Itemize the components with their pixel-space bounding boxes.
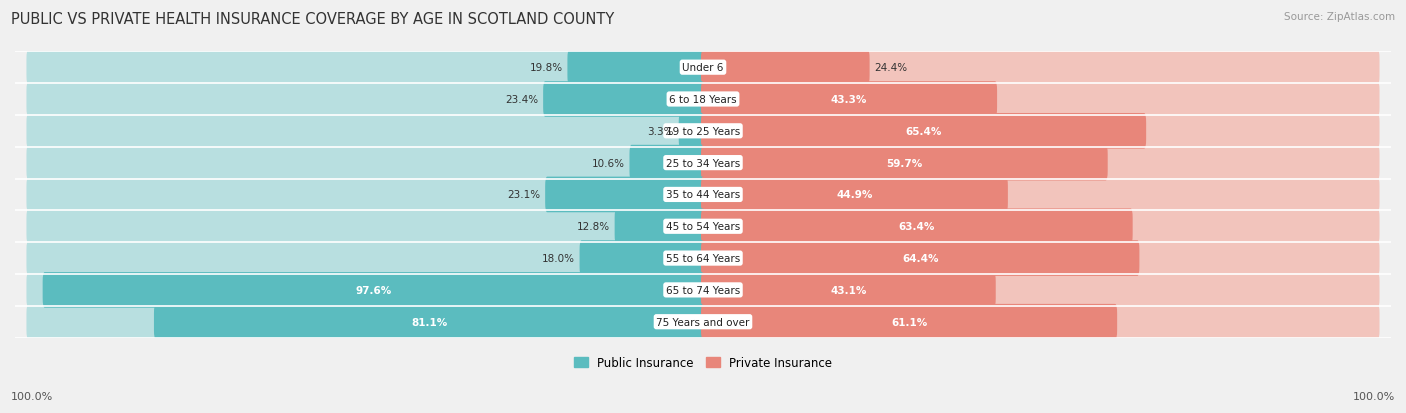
- FancyBboxPatch shape: [28, 211, 1378, 242]
- FancyBboxPatch shape: [702, 114, 1379, 149]
- FancyBboxPatch shape: [28, 116, 1378, 147]
- Text: 19 to 25 Years: 19 to 25 Years: [666, 126, 740, 136]
- Text: Under 6: Under 6: [682, 63, 724, 73]
- Text: 75 Years and over: 75 Years and over: [657, 317, 749, 327]
- FancyBboxPatch shape: [702, 241, 1379, 276]
- FancyBboxPatch shape: [702, 50, 869, 86]
- FancyBboxPatch shape: [702, 273, 1379, 308]
- FancyBboxPatch shape: [42, 273, 704, 308]
- Text: 12.8%: 12.8%: [576, 222, 610, 232]
- Text: 6 to 18 Years: 6 to 18 Years: [669, 95, 737, 105]
- FancyBboxPatch shape: [702, 177, 1008, 213]
- FancyBboxPatch shape: [702, 177, 1379, 213]
- FancyBboxPatch shape: [27, 273, 704, 308]
- Text: 10.6%: 10.6%: [592, 158, 624, 168]
- FancyBboxPatch shape: [27, 209, 704, 244]
- FancyBboxPatch shape: [28, 179, 1378, 211]
- Text: 3.3%: 3.3%: [648, 126, 673, 136]
- FancyBboxPatch shape: [28, 242, 1378, 274]
- FancyBboxPatch shape: [702, 241, 1139, 276]
- FancyBboxPatch shape: [153, 304, 704, 340]
- FancyBboxPatch shape: [702, 114, 1146, 149]
- FancyBboxPatch shape: [579, 241, 704, 276]
- FancyBboxPatch shape: [28, 84, 1378, 116]
- FancyBboxPatch shape: [702, 145, 1108, 181]
- FancyBboxPatch shape: [546, 177, 704, 213]
- Text: 97.6%: 97.6%: [356, 285, 392, 295]
- Text: 44.9%: 44.9%: [837, 190, 873, 200]
- FancyBboxPatch shape: [27, 177, 704, 213]
- FancyBboxPatch shape: [568, 50, 704, 86]
- FancyBboxPatch shape: [702, 82, 1379, 118]
- Text: 100.0%: 100.0%: [11, 391, 53, 401]
- Text: 23.4%: 23.4%: [505, 95, 538, 105]
- FancyBboxPatch shape: [702, 209, 1133, 244]
- FancyBboxPatch shape: [702, 304, 1118, 340]
- FancyBboxPatch shape: [630, 145, 704, 181]
- Text: Source: ZipAtlas.com: Source: ZipAtlas.com: [1284, 12, 1395, 22]
- Text: 61.1%: 61.1%: [891, 317, 927, 327]
- FancyBboxPatch shape: [27, 145, 704, 181]
- Text: 18.0%: 18.0%: [541, 254, 575, 263]
- FancyBboxPatch shape: [679, 114, 704, 149]
- Text: 43.3%: 43.3%: [831, 95, 868, 105]
- Text: 63.4%: 63.4%: [898, 222, 935, 232]
- FancyBboxPatch shape: [702, 209, 1379, 244]
- FancyBboxPatch shape: [28, 306, 1378, 338]
- Text: PUBLIC VS PRIVATE HEALTH INSURANCE COVERAGE BY AGE IN SCOTLAND COUNTY: PUBLIC VS PRIVATE HEALTH INSURANCE COVER…: [11, 12, 614, 27]
- FancyBboxPatch shape: [28, 147, 1378, 179]
- FancyBboxPatch shape: [702, 304, 1379, 340]
- FancyBboxPatch shape: [614, 209, 704, 244]
- FancyBboxPatch shape: [27, 82, 704, 118]
- FancyBboxPatch shape: [543, 82, 704, 118]
- FancyBboxPatch shape: [28, 52, 1378, 84]
- FancyBboxPatch shape: [702, 82, 997, 118]
- Text: 81.1%: 81.1%: [412, 317, 447, 327]
- Legend: Public Insurance, Private Insurance: Public Insurance, Private Insurance: [574, 356, 832, 369]
- Text: 65.4%: 65.4%: [905, 126, 942, 136]
- FancyBboxPatch shape: [702, 50, 1379, 86]
- FancyBboxPatch shape: [702, 145, 1379, 181]
- Text: 45 to 54 Years: 45 to 54 Years: [666, 222, 740, 232]
- Text: 55 to 64 Years: 55 to 64 Years: [666, 254, 740, 263]
- Text: 65 to 74 Years: 65 to 74 Years: [666, 285, 740, 295]
- Text: 19.8%: 19.8%: [530, 63, 562, 73]
- FancyBboxPatch shape: [27, 241, 704, 276]
- FancyBboxPatch shape: [27, 114, 704, 149]
- FancyBboxPatch shape: [28, 274, 1378, 306]
- Text: 23.1%: 23.1%: [508, 190, 540, 200]
- FancyBboxPatch shape: [27, 50, 704, 86]
- Text: 59.7%: 59.7%: [886, 158, 922, 168]
- Text: 35 to 44 Years: 35 to 44 Years: [666, 190, 740, 200]
- Text: 64.4%: 64.4%: [901, 254, 938, 263]
- Text: 24.4%: 24.4%: [875, 63, 907, 73]
- FancyBboxPatch shape: [27, 304, 704, 340]
- Text: 100.0%: 100.0%: [1353, 391, 1395, 401]
- Text: 25 to 34 Years: 25 to 34 Years: [666, 158, 740, 168]
- Text: 43.1%: 43.1%: [830, 285, 866, 295]
- FancyBboxPatch shape: [702, 273, 995, 308]
